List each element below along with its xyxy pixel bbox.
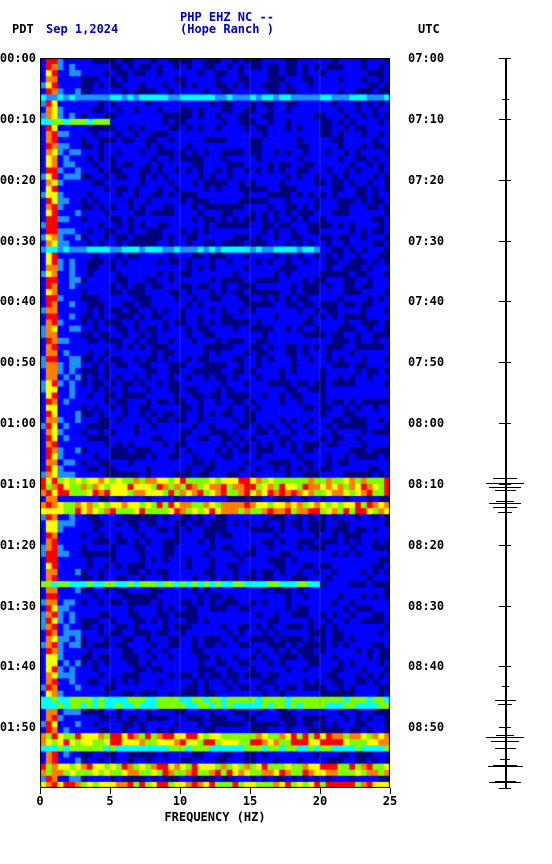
xtick-label: 25 [383, 794, 397, 808]
location-label: (Hope Ranch ) [180, 22, 274, 36]
amplitude-grid-tick [499, 727, 511, 728]
amplitude-event-tick [495, 748, 516, 749]
header: PDT Sep 1,2024 PHP EHZ NC -- (Hope Ranch… [0, 0, 552, 40]
xtick-label: 10 [173, 794, 187, 808]
amplitude-event-tick [491, 741, 519, 742]
ytick-left: 00:00 [0, 51, 36, 65]
xtick-label: 5 [106, 794, 113, 808]
tz-right-label: UTC [418, 22, 440, 36]
amplitude-event-tick [489, 503, 521, 504]
ytick-left: 01:30 [0, 599, 36, 613]
ytick-right: 07:30 [408, 234, 444, 248]
amplitude-event-tick [486, 737, 525, 738]
amplitude-trace [470, 58, 540, 788]
amplitude-event-tick [502, 99, 509, 100]
xtick-label: 15 [243, 794, 257, 808]
amplitude-event-tick [493, 507, 518, 508]
amplitude-grid-tick [499, 606, 511, 607]
ytick-left: 01:40 [0, 659, 36, 673]
ytick-left: 00:10 [0, 112, 36, 126]
ytick-left: 00:50 [0, 355, 36, 369]
amplitude-grid-tick [499, 484, 511, 485]
ytick-right: 07:20 [408, 173, 444, 187]
amplitude-event-tick [489, 782, 521, 783]
ytick-left: 00:20 [0, 173, 36, 187]
ytick-left: 01:00 [0, 416, 36, 430]
figure-root: PDT Sep 1,2024 PHP EHZ NC -- (Hope Ranch… [0, 0, 552, 864]
ytick-right: 08:50 [408, 720, 444, 734]
amplitude-grid-tick [499, 545, 511, 546]
ytick-right: 08:40 [408, 659, 444, 673]
ytick-left: 00:30 [0, 234, 36, 248]
amplitude-event-tick [498, 512, 512, 513]
amplitude-event-tick [498, 704, 512, 705]
tz-left-label: PDT [12, 22, 34, 36]
amplitude-event-tick [496, 501, 514, 502]
amplitude-event-tick [489, 487, 521, 488]
spectrogram [40, 58, 390, 788]
ytick-right: 07:50 [408, 355, 444, 369]
amplitude-grid-tick [499, 119, 511, 120]
amplitude-event-tick [495, 700, 516, 701]
amplitude-grid-tick [499, 423, 511, 424]
amplitude-event-tick [495, 490, 516, 491]
amplitude-event-tick [486, 483, 525, 484]
amplitude-event-tick [500, 759, 511, 760]
date-label: Sep 1,2024 [46, 22, 118, 36]
ytick-right: 07:10 [408, 112, 444, 126]
amplitude-event-tick [488, 766, 523, 767]
amplitude-event-tick [493, 478, 518, 479]
amplitude-event-tick [502, 686, 509, 687]
xtick-label: 0 [36, 794, 43, 808]
ytick-right: 08:30 [408, 599, 444, 613]
amplitude-grid-tick [499, 362, 511, 363]
amplitude-grid-tick [499, 301, 511, 302]
ytick-right: 07:00 [408, 51, 444, 65]
amplitude-grid-tick [499, 58, 511, 59]
ytick-left: 01:20 [0, 538, 36, 552]
ytick-left: 00:40 [0, 294, 36, 308]
ytick-right: 08:00 [408, 416, 444, 430]
amplitude-grid-tick [499, 788, 511, 789]
ytick-left: 01:10 [0, 477, 36, 491]
ytick-right: 08:10 [408, 477, 444, 491]
ytick-right: 08:20 [408, 538, 444, 552]
xtick-label: 20 [313, 794, 327, 808]
xaxis-label: FREQUENCY (HZ) [40, 810, 390, 824]
amplitude-grid-tick [499, 180, 511, 181]
amplitude-grid-tick [499, 241, 511, 242]
ytick-left: 01:50 [0, 720, 36, 734]
amplitude-grid-tick [499, 666, 511, 667]
ytick-right: 07:40 [408, 294, 444, 308]
